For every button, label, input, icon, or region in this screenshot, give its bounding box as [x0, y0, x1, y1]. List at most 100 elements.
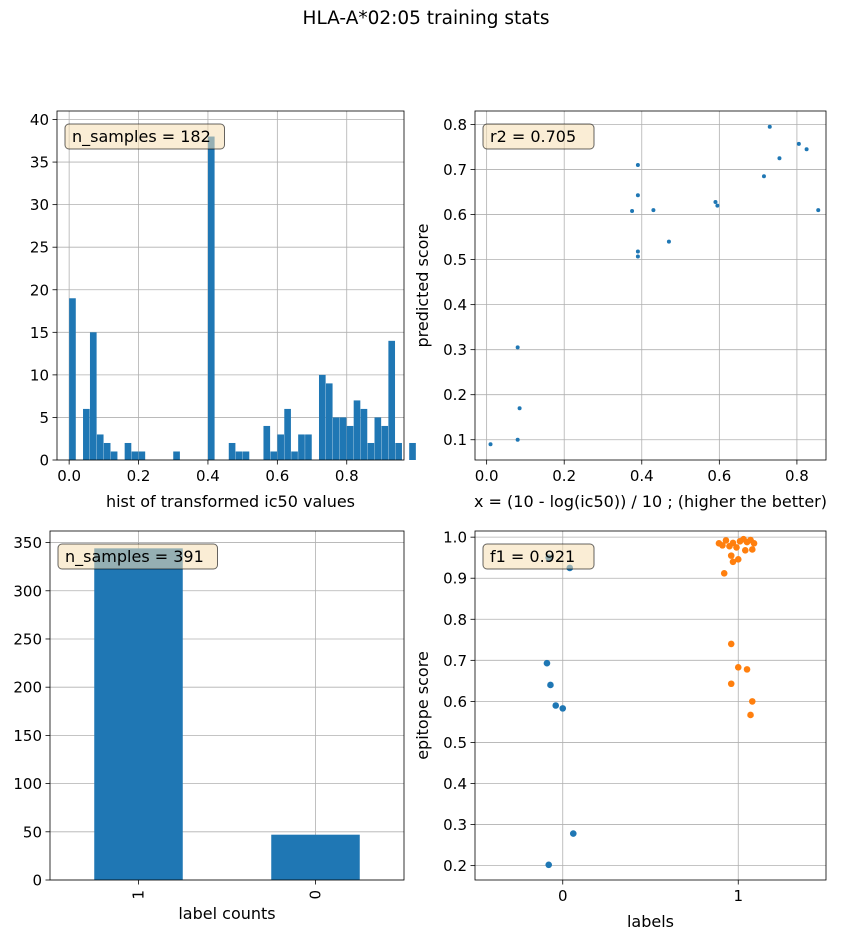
- strip-point: [729, 558, 737, 566]
- histogram-bar: [103, 442, 111, 460]
- strip-point: [741, 546, 749, 554]
- histogram-bars: [69, 136, 416, 460]
- histogram-bar: [332, 417, 340, 460]
- x-tick-label: 0.4: [630, 467, 654, 485]
- y-tick-label: 1.0: [443, 529, 467, 547]
- strip-point: [559, 705, 567, 712]
- histogram-bar: [284, 408, 291, 460]
- scatter-point: [651, 208, 656, 213]
- histogram-bar: [339, 417, 347, 460]
- scatter-point: [635, 163, 640, 168]
- y-tick-label: 0.4: [443, 775, 467, 793]
- strip-point: [543, 659, 551, 667]
- y-tick-label: 0.6: [443, 206, 467, 224]
- axes-frame: [474, 530, 827, 881]
- histogram-bar: [173, 451, 180, 460]
- strip-point: [545, 861, 553, 869]
- y-tick-label: 30: [30, 196, 49, 214]
- count-bar: [94, 548, 183, 880]
- strip-point: [748, 546, 756, 553]
- y-tick-label: 350: [13, 534, 42, 552]
- y-tick-label: 0: [32, 872, 42, 890]
- x-tick-label: 0.4: [196, 467, 220, 485]
- scatter-point: [767, 124, 772, 129]
- strip-point: [569, 830, 577, 837]
- x-tick-label: 0.8: [335, 467, 359, 485]
- y-tick-label: 0.8: [443, 116, 467, 134]
- strip-point: [552, 702, 560, 709]
- annotation-text: r2 = 0.705: [490, 127, 576, 146]
- scatter-point: [713, 199, 718, 204]
- grid-lines: [57, 111, 404, 461]
- grid-lines: [475, 531, 826, 880]
- scatter-point: [715, 203, 720, 208]
- y-tick-label: 0.9: [443, 570, 467, 588]
- histogram-bar: [353, 400, 361, 460]
- y-axis-label: epitope score: [413, 651, 432, 760]
- count-bars: [94, 548, 360, 880]
- strip-point: [727, 552, 735, 559]
- axes-frame: [56, 110, 405, 461]
- annotation-text: n_samples = 182: [72, 127, 211, 147]
- y-tick-label: 40: [30, 111, 49, 129]
- strip-point: [734, 556, 742, 563]
- y-tick-label: 0.4: [443, 296, 467, 314]
- annotation-box: [57, 543, 218, 570]
- strip-series-1: [715, 535, 758, 719]
- histogram-bar: [409, 442, 416, 460]
- scatter-point: [816, 208, 821, 213]
- scatter-panel: 0.0 0.2 0.4 0.6 0.8 0.1 0.2 0.3 0.4 0.5 0.6 0.7 0.8 x…: [413, 110, 827, 511]
- x-axis-label: hist of transformed ic50 values: [106, 492, 355, 511]
- histogram-bar: [381, 425, 389, 460]
- histogram-bar: [124, 442, 132, 460]
- scatter-point: [635, 249, 640, 254]
- y-tick-label: 250: [13, 630, 42, 648]
- histogram-bar: [69, 298, 76, 460]
- axes-frame: [49, 530, 405, 881]
- scatter-point: [515, 345, 520, 350]
- epitope-score-panel: 0 1 0.2 0.3 0.4 0.5 0.6 0.7 0.8 0.9 1.0 labels epito…: [413, 529, 827, 931]
- x-tick-label: 0.6: [265, 467, 289, 485]
- scatter-point: [515, 437, 520, 442]
- scatter-point: [630, 208, 635, 213]
- y-tick-label: 0.2: [443, 857, 467, 875]
- y-tick-label: 0.5: [443, 734, 467, 752]
- y-tick-label: 0.7: [443, 161, 467, 179]
- histogram-bar: [228, 442, 236, 460]
- histogram-bar: [325, 383, 333, 460]
- y-tick-label: 0.3: [443, 816, 467, 834]
- x-tick-label: 0.6: [707, 467, 731, 485]
- y-tick-label: 10: [30, 366, 49, 384]
- x-tick-label: 0.2: [127, 467, 151, 485]
- annotation-text: n_samples = 391: [65, 547, 204, 567]
- x-tick-label: 0: [558, 887, 568, 905]
- x-axis-label: x = (10 - log(ic50)) / 10 ; (higher the …: [474, 492, 827, 511]
- histogram-bar: [110, 451, 118, 460]
- strip-point: [748, 698, 756, 705]
- scatter-point: [761, 174, 766, 179]
- strip-point: [733, 544, 740, 551]
- strip-point: [722, 537, 730, 544]
- y-tick-label: 35: [30, 154, 49, 172]
- histogram-bar: [291, 451, 298, 460]
- strip-point: [729, 539, 737, 547]
- y-tick-label: 150: [13, 727, 42, 745]
- histogram-bar: [242, 451, 250, 460]
- histogram-bar: [83, 408, 90, 460]
- scatter-point: [635, 254, 640, 259]
- scatter-point: [488, 442, 493, 447]
- histogram-bar: [131, 451, 139, 460]
- histogram-bar: [395, 442, 402, 460]
- annotation-text: f1 = 0.921: [490, 547, 575, 566]
- histogram-bar: [298, 434, 305, 460]
- x-axis-label: labels: [627, 912, 674, 931]
- y-tick-label: 0.2: [443, 386, 467, 404]
- x-tick-label: 0: [307, 890, 325, 900]
- strip-point: [727, 680, 735, 688]
- x-tick-label: 0.0: [475, 467, 499, 485]
- strip-series-0: [543, 554, 577, 869]
- x-axis-label: label counts: [178, 904, 275, 923]
- histogram-bar: [138, 451, 146, 460]
